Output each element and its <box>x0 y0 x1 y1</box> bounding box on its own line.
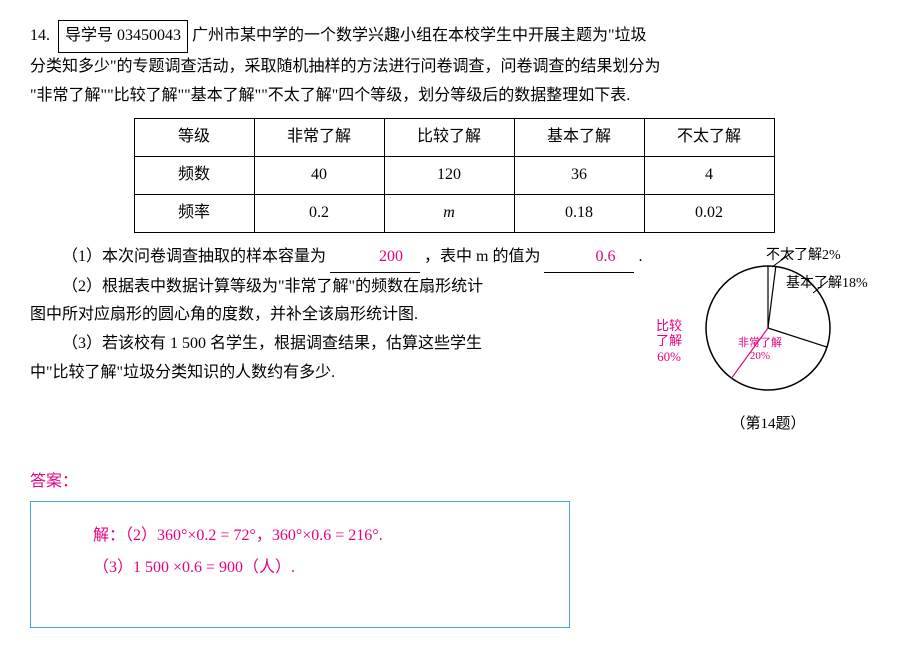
table-cell: 基本了解 <box>514 119 644 157</box>
table-cell: 4 <box>644 157 774 195</box>
table-cell: m <box>384 194 514 232</box>
question-intro: 14. 导学号 03450043 广州市某中学的一个数学兴趣小组在本校学生中开展… <box>30 20 878 110</box>
table-row: 频数 40 120 36 4 <box>134 157 774 195</box>
question-number: 14. <box>30 27 50 44</box>
table-cell: 120 <box>384 157 514 195</box>
blank-answer: 0.6 <box>544 243 634 273</box>
answer-line1: 解：（2）360°×0.2 = 72°，360°×0.6 = 216°. <box>61 522 539 551</box>
part2-line1: （2）根据表中数据计算等级为"非常了解"的频数在扇形统计 <box>30 273 658 302</box>
table-cell: 40 <box>254 157 384 195</box>
intro-line3: "非常了解""比较了解""基本了解""不太了解"四个等级，划分等级后的数据整理如… <box>30 87 630 104</box>
pie-label-60pct: 比较了解60% <box>656 318 682 365</box>
pie-chart-area: 不太了解2% 基本了解18% 比较了解60% 非常了解20% （第14题） <box>658 243 878 438</box>
guide-number-box: 导学号 03450043 <box>58 20 188 53</box>
frequency-table: 等级 非常了解 比较了解 基本了解 不太了解 频数 40 120 36 4 频率… <box>134 118 775 232</box>
table-cell: 0.02 <box>644 194 774 232</box>
intro-line1: 广州市某中学的一个数学兴趣小组在本校学生中开展主题为"垃圾 <box>192 27 647 44</box>
answer-label: 答案： <box>30 468 878 497</box>
table-cell: 0.18 <box>514 194 644 232</box>
table-cell: 非常了解 <box>254 119 384 157</box>
answer-line2: （3）1 500 ×0.6 = 900（人）. <box>61 554 539 583</box>
blank-answer: 200 <box>330 243 420 273</box>
figure-caption: （第14题） <box>658 411 878 438</box>
part3-line1: （3）若该校有 1 500 名学生，根据调查结果，估算这些学生 <box>30 330 658 359</box>
answer-box: 解：（2）360°×0.2 = 72°，360°×0.6 = 216°. （3）… <box>30 501 570 629</box>
table-cell: 频数 <box>134 157 254 195</box>
table-cell: 36 <box>514 157 644 195</box>
table-row: 等级 非常了解 比较了解 基本了解 不太了解 <box>134 119 774 157</box>
table-cell: 频率 <box>134 194 254 232</box>
intro-line2: 分类知多少"的专题调查活动，采取随机抽样的方法进行问卷调查，问卷调查的结果划分为 <box>30 58 661 75</box>
table-cell: 比较了解 <box>384 119 514 157</box>
part2-line2: 图中所对应扇形的圆心角的度数，并补全该扇形统计图. <box>30 301 658 330</box>
pie-label-18pct: 基本了解18% <box>786 271 868 296</box>
table-row: 频率 0.2 m 0.18 0.02 <box>134 194 774 232</box>
table-cell: 0.2 <box>254 194 384 232</box>
pie-label-2pct: 不太了解2% <box>766 243 841 268</box>
pie-label-20pct: 非常了解20% <box>738 337 782 363</box>
part1: （1）本次问卷调查抽取的样本容量为 200 ，表中 m 的值为 0.6 . <box>30 243 658 273</box>
part3-line2: 中"比较了解"垃圾分类知识的人数约有多少. <box>30 359 658 388</box>
table-cell: 不太了解 <box>644 119 774 157</box>
table-cell: 等级 <box>134 119 254 157</box>
